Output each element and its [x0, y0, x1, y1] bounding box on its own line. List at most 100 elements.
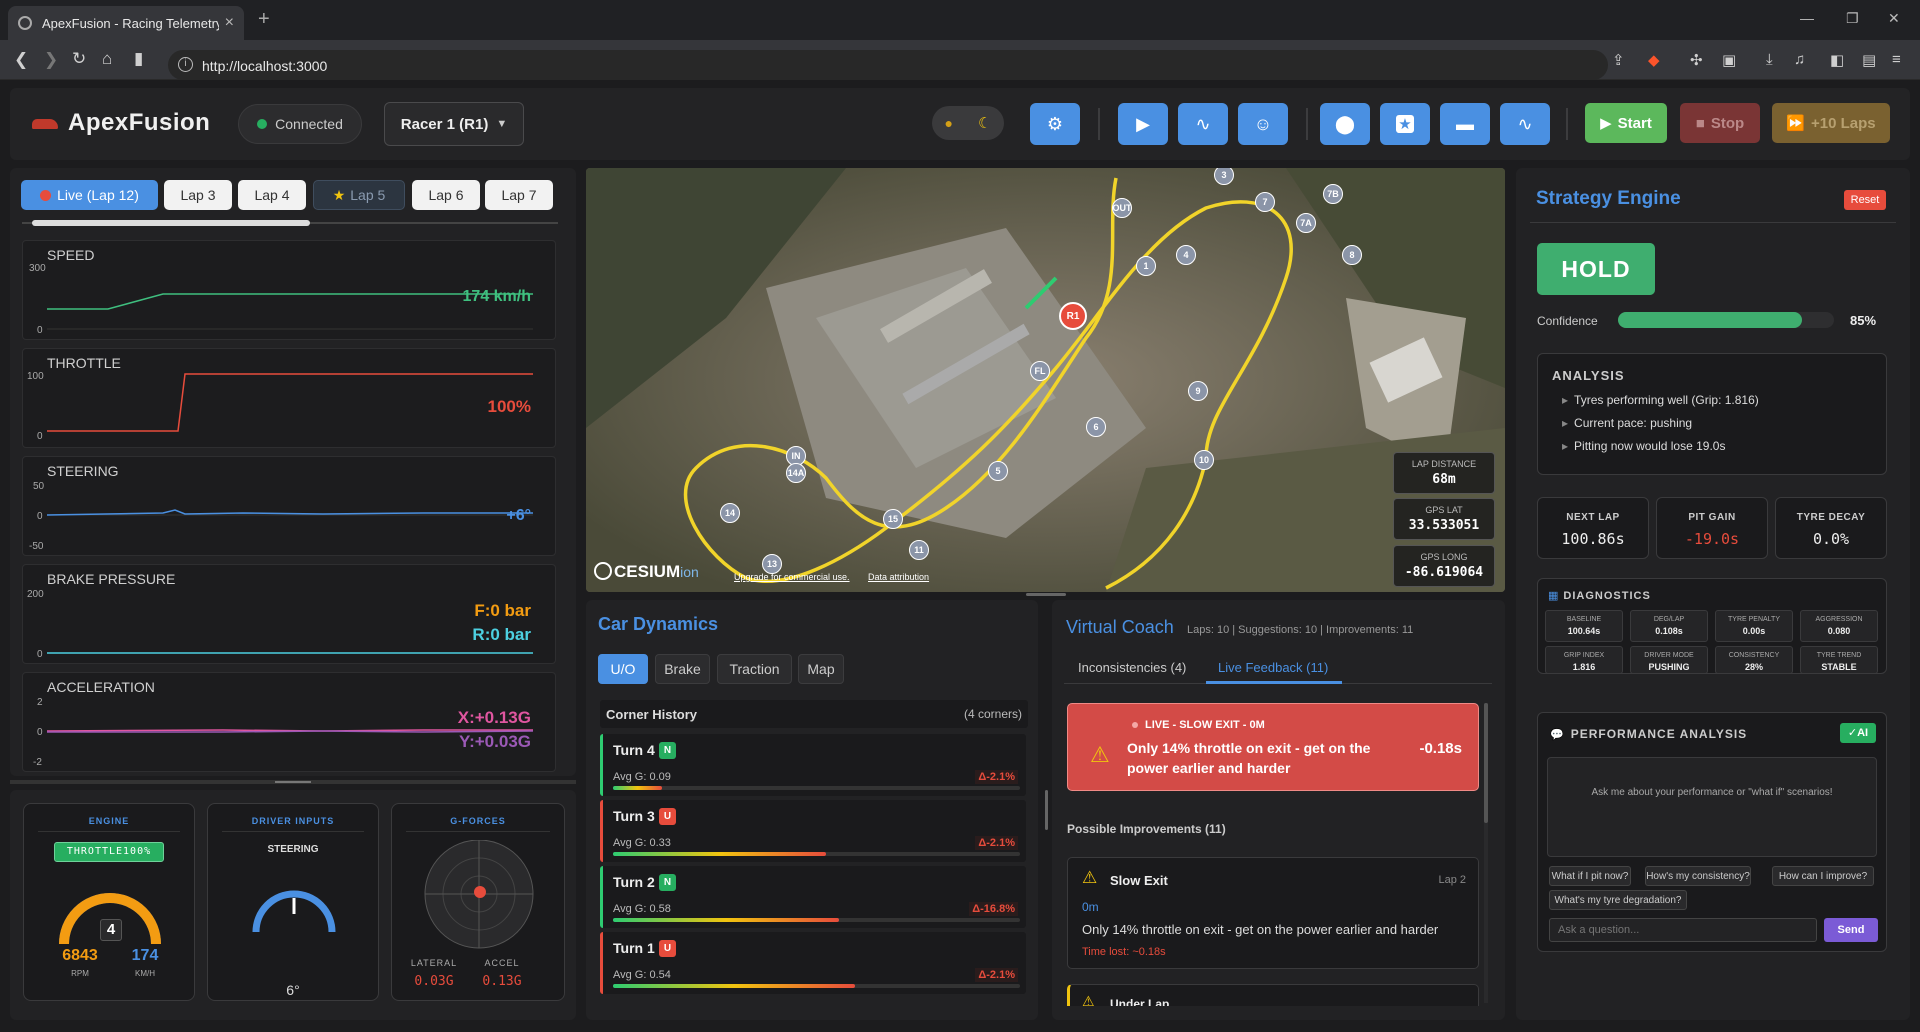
theme-toggle[interactable]: ● ☾	[932, 106, 1004, 140]
download-icon[interactable]: ⤓	[1766, 51, 1773, 68]
lap-tab-7[interactable]: Lap 7	[485, 180, 553, 210]
stop-button[interactable]: ■ Stop	[1680, 103, 1760, 143]
browser-tab-strip: ApexFusion - Racing Telemetry P × + — ❐ …	[0, 0, 1920, 40]
corner-marker[interactable]: 5	[988, 461, 1008, 481]
chart-label: STEERING	[47, 463, 119, 479]
lap-tab-live[interactable]: Live (Lap 12)	[21, 180, 158, 210]
corner-marker[interactable]: 7A	[1296, 213, 1316, 233]
ask-question-input[interactable]	[1549, 918, 1817, 942]
corner-item[interactable]: Turn 1 U Avg G: 0.54 Δ-2.1%	[600, 932, 1026, 994]
start-button[interactable]: ▶ Start	[1585, 103, 1667, 143]
forward-icon[interactable]: ❯	[44, 50, 59, 69]
suggestion-chip[interactable]: How's my consistency?	[1645, 866, 1751, 886]
cesium-logo[interactable]: CESIUMion	[594, 562, 699, 582]
location-button[interactable]: ⬤	[1320, 103, 1370, 145]
upgrade-link[interactable]: Upgrade for commercial use.	[734, 572, 850, 582]
corner-marker[interactable]: 10	[1194, 450, 1214, 470]
tab-map[interactable]: Map	[798, 654, 844, 684]
tab-uo[interactable]: U/O	[598, 654, 648, 684]
extensions-icon[interactable]: ✣	[1690, 52, 1703, 69]
suggestion-chip[interactable]: What if I pit now?	[1549, 866, 1631, 886]
corner-marker[interactable]: 9	[1188, 381, 1208, 401]
lap-tab-4[interactable]: Lap 4	[238, 180, 306, 210]
add-laps-button[interactable]: ⏩ +10 Laps	[1772, 103, 1890, 143]
moon-icon: ☾	[978, 115, 992, 132]
close-tab-icon[interactable]: ×	[224, 14, 234, 31]
corner-marker[interactable]: 6	[1086, 417, 1106, 437]
car-view-button[interactable]: ▬	[1440, 103, 1490, 145]
bookmark-icon[interactable]: ▮	[134, 49, 144, 68]
wallet-icon[interactable]: ▣	[1722, 52, 1737, 69]
brave-shield-icon[interactable]: ◆	[1648, 52, 1660, 69]
corner-item[interactable]: Turn 3 U Avg G: 0.33 Δ-2.1%	[600, 800, 1026, 862]
minimize-icon[interactable]: —	[1800, 10, 1814, 26]
tab-traction[interactable]: Traction	[717, 654, 792, 684]
favorite-button[interactable]: ★	[1380, 103, 1430, 145]
track-button[interactable]: ∿	[1178, 103, 1228, 145]
suggestion-chip[interactable]: What's my tyre degradation?	[1549, 890, 1687, 910]
racer-select[interactable]: Racer 1 (R1) ▼	[384, 102, 524, 146]
live-alert: LIVE - SLOW EXIT - 0M ⚠ Only 14% throttl…	[1067, 703, 1479, 791]
corner-marker[interactable]: 14A	[786, 463, 806, 483]
settings-button[interactable]: ⚙	[1030, 103, 1080, 145]
address-bar[interactable]: i http://localhost:3000	[168, 50, 1608, 80]
corner-marker[interactable]: 1	[1136, 256, 1156, 276]
reset-button[interactable]: Reset	[1844, 190, 1886, 210]
diag-cell: TYRE PENALTY 0.00s	[1715, 610, 1793, 642]
y-tick: 0	[37, 649, 43, 660]
corner-marker[interactable]: 13	[762, 554, 782, 574]
track-map[interactable]: 3 7 7B OUT 7A 1 4 8 FL 9 6 IN 14A 5 10 1…	[586, 168, 1505, 592]
lap-tabs-scrollbar[interactable]	[22, 220, 558, 226]
route-icon: ∿	[1517, 113, 1533, 134]
corner-marker[interactable]: 11	[909, 540, 929, 560]
chip-label: How can I improve?	[1778, 870, 1868, 882]
scrollbar-thumb[interactable]	[32, 220, 310, 226]
suggestion-chip[interactable]: How can I improve?	[1772, 866, 1874, 886]
lap-tab-6[interactable]: Lap 6	[412, 180, 480, 210]
diag-label: TYRE TREND	[1816, 652, 1862, 659]
corner-marker[interactable]: 3	[1214, 168, 1234, 185]
corner-marker[interactable]: 8	[1342, 245, 1362, 265]
corner-marker[interactable]: FL	[1030, 361, 1050, 381]
corner-item[interactable]: Turn 2 N Avg G: 0.58 Δ-16.8%	[600, 866, 1026, 928]
browser-tab[interactable]: ApexFusion - Racing Telemetry P ×	[8, 6, 244, 40]
send-button[interactable]: Send	[1824, 918, 1878, 942]
share-icon[interactable]: ⇪	[1612, 52, 1625, 69]
new-tab-icon[interactable]: +	[258, 8, 270, 30]
improvement-item[interactable]: ⚠ Under Lap	[1067, 984, 1479, 1006]
corner-marker[interactable]: 4	[1176, 245, 1196, 265]
tab-brake[interactable]: Brake	[655, 654, 710, 684]
leo-icon[interactable]: ▤	[1862, 52, 1877, 69]
route-button[interactable]: ∿	[1500, 103, 1550, 145]
coach-scrollbar-thumb[interactable]	[1484, 703, 1488, 823]
corner-marker[interactable]: 7B	[1323, 184, 1343, 204]
back-icon[interactable]: ❮	[14, 50, 29, 69]
tab-live-feedback[interactable]: Live Feedback (11)	[1218, 660, 1329, 675]
lap-tab-5[interactable]: ★ Lap 5	[313, 180, 405, 210]
site-info-icon[interactable]: i	[178, 57, 193, 72]
sidebar-icon[interactable]: ◧	[1830, 52, 1845, 69]
corner-g-fill	[613, 918, 839, 922]
corner-marker[interactable]: 14	[720, 503, 740, 523]
camera-button[interactable]: ▶	[1118, 103, 1168, 145]
corner-marker[interactable]: 7	[1255, 192, 1275, 212]
close-window-icon[interactable]: ✕	[1888, 10, 1900, 26]
car-marker-r1[interactable]: R1	[1059, 302, 1087, 330]
driver-button[interactable]: ☺	[1238, 103, 1288, 145]
home-icon[interactable]: ⌂	[102, 49, 113, 68]
menu-icon[interactable]: ≡	[1892, 51, 1901, 68]
lap-tab-3[interactable]: Lap 3	[164, 180, 232, 210]
column-resize-handle[interactable]	[1045, 790, 1048, 830]
tab-inconsistencies[interactable]: Inconsistencies (4)	[1078, 660, 1187, 675]
reload-icon[interactable]: ↻	[72, 49, 87, 68]
restore-icon[interactable]: ❐	[1846, 10, 1859, 26]
corner-marker[interactable]: OUT	[1112, 198, 1132, 218]
add-laps-label: +10 Laps	[1811, 114, 1876, 132]
improvement-item[interactable]: ⚠ Slow Exit Lap 2 0m Only 14% throttle o…	[1067, 857, 1479, 969]
corner-item[interactable]: Turn 4 N Avg G: 0.09 Δ-2.1%	[600, 734, 1026, 796]
data-attribution-link[interactable]: Data attribution	[868, 572, 930, 582]
map-resize-handle[interactable]	[1026, 593, 1066, 596]
corner-marker[interactable]: 15	[883, 509, 903, 529]
panel-resize-handle[interactable]	[10, 780, 576, 784]
media-icon[interactable]: ♫	[1794, 51, 1806, 68]
